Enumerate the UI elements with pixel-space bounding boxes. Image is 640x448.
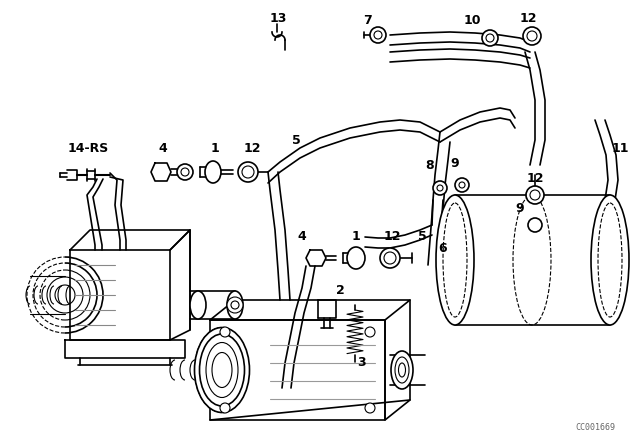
Circle shape <box>433 181 447 195</box>
Text: 12: 12 <box>383 229 401 242</box>
Circle shape <box>528 218 542 232</box>
Text: 4: 4 <box>159 142 168 155</box>
Circle shape <box>374 31 382 39</box>
Circle shape <box>238 162 258 182</box>
Text: 5: 5 <box>292 134 300 146</box>
Circle shape <box>242 166 254 178</box>
Ellipse shape <box>190 291 206 319</box>
Circle shape <box>384 252 396 264</box>
Text: 3: 3 <box>358 356 366 369</box>
Text: 4: 4 <box>298 229 307 242</box>
Circle shape <box>227 297 243 313</box>
Circle shape <box>523 27 541 45</box>
Circle shape <box>437 185 443 191</box>
Text: CC001669: CC001669 <box>575 423 615 432</box>
Text: 13: 13 <box>269 12 287 25</box>
Text: 6: 6 <box>438 241 447 254</box>
Ellipse shape <box>399 363 406 377</box>
Text: 9: 9 <box>516 202 524 215</box>
Circle shape <box>231 301 239 309</box>
Ellipse shape <box>206 343 238 397</box>
Ellipse shape <box>212 353 232 388</box>
Circle shape <box>459 182 465 188</box>
Circle shape <box>482 30 498 46</box>
Text: 11: 11 <box>611 142 628 155</box>
Text: 9: 9 <box>451 156 460 169</box>
Circle shape <box>527 31 537 41</box>
Ellipse shape <box>200 334 244 406</box>
Circle shape <box>365 403 375 413</box>
Circle shape <box>370 27 386 43</box>
Circle shape <box>220 403 230 413</box>
Text: 8: 8 <box>426 159 435 172</box>
Circle shape <box>177 164 193 180</box>
Text: 12: 12 <box>526 172 544 185</box>
Circle shape <box>530 190 540 200</box>
Ellipse shape <box>227 291 243 319</box>
Text: 14-RS: 14-RS <box>67 142 109 155</box>
Circle shape <box>220 327 230 337</box>
Circle shape <box>181 168 189 176</box>
Text: 7: 7 <box>364 13 372 26</box>
Text: 1: 1 <box>211 142 220 155</box>
Text: 5: 5 <box>418 229 426 242</box>
Text: 2: 2 <box>335 284 344 297</box>
Ellipse shape <box>591 195 629 325</box>
Circle shape <box>365 327 375 337</box>
Ellipse shape <box>391 351 413 389</box>
Text: 10: 10 <box>463 13 481 26</box>
Circle shape <box>455 178 469 192</box>
Text: 12: 12 <box>519 12 537 25</box>
Ellipse shape <box>395 357 409 383</box>
Ellipse shape <box>436 195 474 325</box>
Ellipse shape <box>195 327 250 413</box>
Circle shape <box>486 34 494 42</box>
Circle shape <box>380 248 400 268</box>
Ellipse shape <box>205 161 221 183</box>
Text: 1: 1 <box>351 229 360 242</box>
Ellipse shape <box>347 247 365 269</box>
Text: 12: 12 <box>243 142 260 155</box>
Circle shape <box>526 186 544 204</box>
